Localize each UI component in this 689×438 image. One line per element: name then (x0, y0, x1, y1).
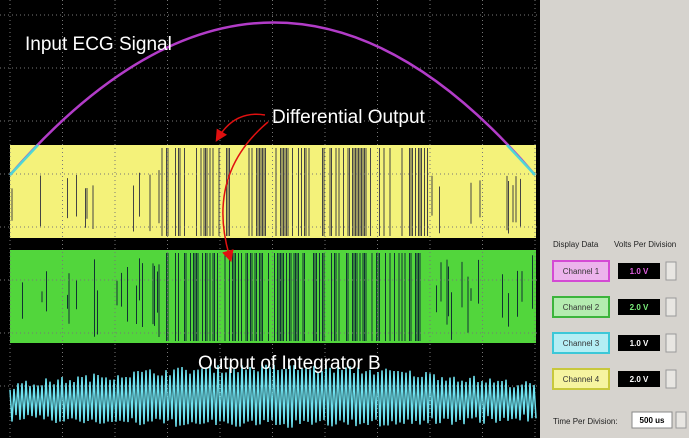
page: Input ECG Signal Differential Output Out… (0, 0, 689, 438)
volts-label: Volts Per Division (614, 240, 676, 249)
scope-screen: Input ECG Signal Differential Output Out… (0, 0, 689, 438)
volts-spinner[interactable] (666, 262, 676, 280)
time-value: 500 us (640, 416, 665, 425)
volts-value: 2.0 V (630, 375, 649, 384)
volts-spinner[interactable] (666, 298, 676, 316)
volts-spinner[interactable] (666, 370, 676, 388)
channel-name: Channel 3 (563, 339, 600, 348)
time-spinner[interactable] (676, 412, 686, 428)
volts-spinner[interactable] (666, 334, 676, 352)
time-label: Time Per Division: (553, 417, 618, 426)
channel-name: Channel 1 (563, 267, 600, 276)
volts-value: 2.0 V (630, 303, 649, 312)
channel-name: Channel 4 (563, 375, 600, 384)
differential-label: Differential Output (272, 107, 426, 128)
volts-value: 1.0 V (630, 339, 649, 348)
channel-name: Channel 2 (563, 303, 600, 312)
display-data-label: Display Data (553, 240, 599, 249)
volts-value: 1.0 V (630, 267, 649, 276)
input-label: Input ECG Signal (25, 34, 172, 55)
integrator-label: Output of Integrator B (198, 353, 381, 374)
